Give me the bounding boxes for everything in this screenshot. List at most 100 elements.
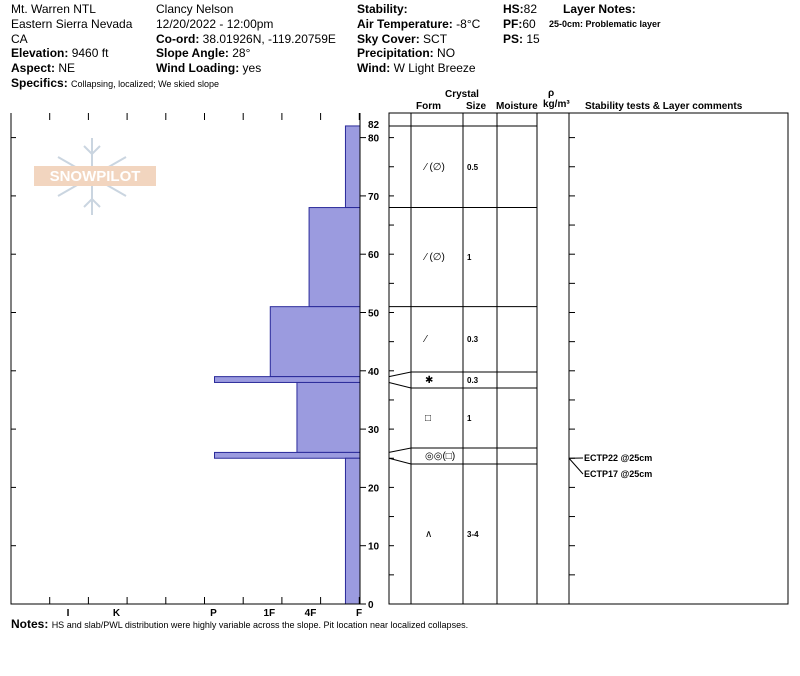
hs-label: HS: xyxy=(503,2,524,16)
pf: PF:60 xyxy=(503,17,536,31)
crystal-form: ∧ xyxy=(425,529,432,540)
slope-angle-value: 28° xyxy=(232,46,251,60)
test-leader-line xyxy=(568,457,584,475)
crystal-size: 1 xyxy=(467,253,472,262)
density-unit-header: kg/m³ xyxy=(543,99,570,110)
crystal-form: ◎◎(□) xyxy=(425,451,455,462)
hs: HS:82 xyxy=(503,2,537,16)
moisture-header: Moisture xyxy=(496,101,538,112)
hardness-tick-label: 1F xyxy=(263,608,275,619)
aspect: Aspect: NE xyxy=(11,61,75,75)
coordinates: Co-ord: 38.01926N, -119.20759E xyxy=(156,32,336,46)
depth-tick-label: 80 xyxy=(368,134,380,145)
datetime: 12/20/2022 - 12:00pm xyxy=(156,17,274,31)
hardness-profile-plot: I K P 1F 4F F0 10 20 30 40 50 60 70 80 82 xyxy=(10,113,380,619)
layer-boundary xyxy=(388,447,537,453)
elevation-label: Elevation: xyxy=(11,46,69,60)
specifics-value: Collapsing, localized; We skied slope xyxy=(71,79,219,89)
comments-header: Stability tests & Layer comments xyxy=(585,101,743,112)
hardness-bar xyxy=(308,207,361,308)
stability-test-label: ECTP22 @25cm xyxy=(584,453,652,463)
specifics-label: Specifics: xyxy=(11,76,68,90)
sky-cover-value: SCT xyxy=(423,32,448,46)
layer-boundary xyxy=(388,381,537,389)
wind-value: W Light Breeze xyxy=(393,61,476,75)
pf-label: PF: xyxy=(503,17,523,31)
crystal-form: ⁄ (∅) xyxy=(422,162,445,173)
watermark-band xyxy=(34,166,156,186)
precipitation: Precipitation: NO xyxy=(357,46,455,60)
range: Eastern Sierra Nevada xyxy=(11,17,133,31)
crystal-header: Crystal xyxy=(445,89,479,100)
size-header: Size xyxy=(466,101,487,112)
wind-loading-label: Wind Loading: xyxy=(156,61,240,75)
hardness-tick-label: F xyxy=(356,608,362,619)
air-temp-label: Air Temperature: xyxy=(357,17,453,31)
hardness-bar xyxy=(344,457,361,605)
layer-boundary xyxy=(388,371,537,378)
crystal-size: 0.5 xyxy=(467,163,479,172)
snowpilot-watermark: SNOWPILOT xyxy=(34,138,156,215)
crystal-form: ⁄ (∅) xyxy=(422,252,445,263)
crystal-form: ⁄ xyxy=(422,334,428,345)
hardness-tick-label: P xyxy=(210,608,217,619)
coord-label: Co-ord: xyxy=(156,32,200,46)
stability-label: Stability: xyxy=(357,2,408,16)
notes-label: Notes: xyxy=(11,617,49,631)
notes: Notes: HS and slab/PWL distribution were… xyxy=(11,617,468,632)
stability-test-label: ECTP17 @25cm xyxy=(584,469,652,479)
precipitation-value: NO xyxy=(437,46,456,60)
aspect-value: NE xyxy=(58,61,76,75)
slope-angle: Slope Angle: 28° xyxy=(156,46,250,60)
depth-tick-label: 0 xyxy=(368,600,374,611)
depth-tick-label: 60 xyxy=(368,250,380,261)
depth-tick-label: 70 xyxy=(368,192,380,203)
ps-label: PS: xyxy=(503,32,524,46)
crystal-size: 1 xyxy=(467,414,472,423)
crystal-size: 0.3 xyxy=(467,376,479,385)
aspect-label: Aspect: xyxy=(11,61,56,75)
wind-label: Wind: xyxy=(357,61,391,75)
pf-value: 60 xyxy=(522,17,536,31)
hs-value: 82 xyxy=(523,2,538,16)
air-temp-value: -8°C xyxy=(456,17,481,31)
crystal-form: ✱ xyxy=(425,375,433,386)
depth-tick-label: 10 xyxy=(368,542,380,553)
location: Mt. Warren NTL xyxy=(11,2,96,16)
depth-tick-label: 50 xyxy=(368,309,380,320)
sky-cover: Sky Cover: SCT xyxy=(357,32,447,46)
hardness-bar xyxy=(214,376,361,383)
hardness-bar xyxy=(296,381,361,453)
stability: Stability: xyxy=(357,2,408,16)
layer-boundary xyxy=(388,457,537,465)
air-temperature: Air Temperature: -8°C xyxy=(357,17,480,31)
crystal-form: □ xyxy=(425,413,431,424)
notes-value: HS and slab/PWL distribution were highly… xyxy=(51,620,469,630)
hs-tick-label: 82 xyxy=(368,120,380,131)
layer-table: ⁄ (∅) 0.5 ⁄ (∅) 1 ⁄ 0.3 ✱ 0.3 □ 1 ◎◎(□) ∧ 3-4 ECTP22 … xyxy=(388,112,789,605)
specifics: Specifics: Collapsing, localized; We ski… xyxy=(11,76,219,91)
hardness-tick-label: K xyxy=(113,608,121,619)
hardness-tick-label: 4F xyxy=(305,608,317,619)
ps-value: 15 xyxy=(526,32,540,46)
hardness-bar xyxy=(269,306,361,378)
layer-notes-value: 25-0cm: Problematic layer xyxy=(549,19,661,29)
layer-notes-label: Layer Notes: xyxy=(563,2,636,16)
depth-tick-label: 30 xyxy=(368,425,380,436)
hardness-tick-label: I xyxy=(67,608,70,619)
wind: Wind: W Light Breeze xyxy=(357,61,476,75)
watermark-text: SNOWPILOT xyxy=(50,168,141,185)
coord-value: 38.01926N, -119.20759E xyxy=(202,32,336,46)
rho-header: ρ xyxy=(548,88,555,99)
state: CA xyxy=(11,32,28,46)
elevation-value: 9460 ft xyxy=(71,46,109,60)
sky-cover-label: Sky Cover: xyxy=(357,32,420,46)
table-frame xyxy=(388,112,789,605)
precipitation-label: Precipitation: xyxy=(357,46,434,60)
elevation: Elevation: 9460 ft xyxy=(11,46,108,60)
wind-loading-value: yes xyxy=(242,61,262,75)
crystal-size: 0.3 xyxy=(467,335,479,344)
wind-loading: Wind Loading: yes xyxy=(156,61,261,75)
crystal-size: 3-4 xyxy=(467,530,479,539)
